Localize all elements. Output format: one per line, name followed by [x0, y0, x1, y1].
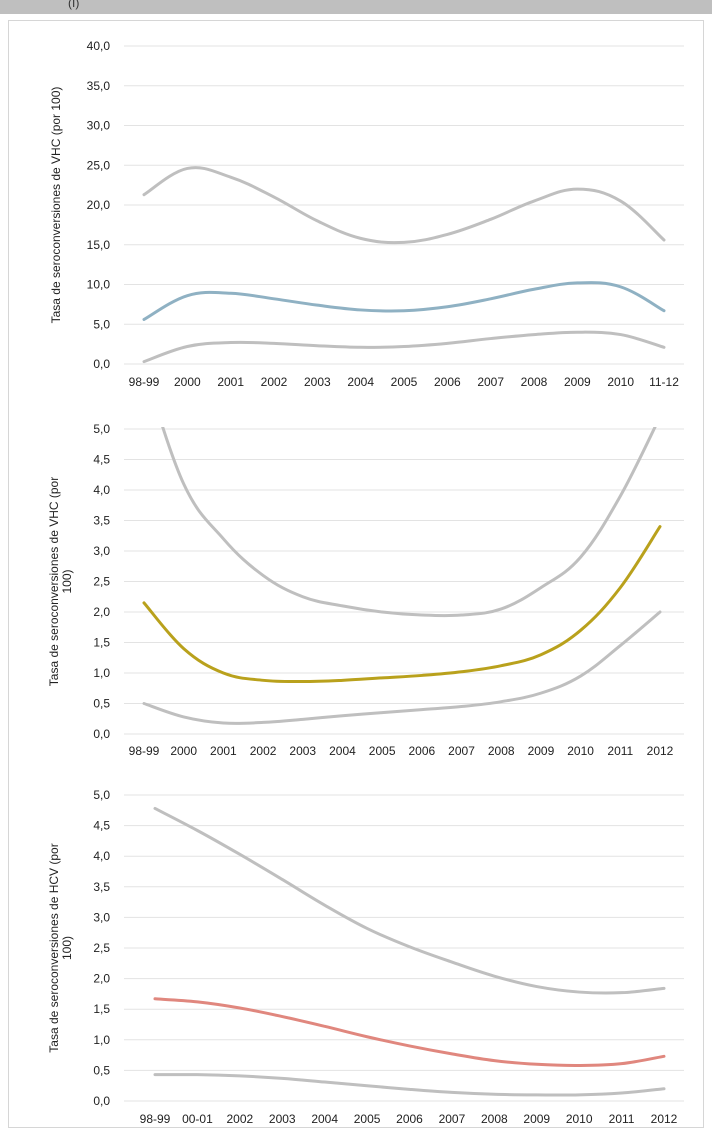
series-line-0	[161, 427, 657, 618]
x-tick-label: 2011	[609, 1112, 635, 1126]
y-tick-label: 3,0	[93, 544, 110, 558]
x-tick-label: 2002	[250, 744, 277, 758]
x-tick-label: 2011	[607, 744, 633, 758]
x-tick-label: 2009	[523, 1112, 550, 1126]
y-tick-label: 1,5	[93, 636, 110, 650]
figure-label: (I)	[68, 0, 80, 10]
chart-middle: 5,0 4,5 4,0 3,5 3,0 2,5 2,0 1,5 1,0 0,5 0,0 98-99 20…	[47, 422, 684, 758]
series-line-2	[142, 610, 662, 725]
series-line-1	[142, 281, 666, 321]
x-tick-label: 98-99	[129, 744, 160, 758]
x-tick-label: 2012	[651, 1112, 678, 1126]
top-bar: (I)	[0, 0, 712, 14]
y-tick-label: 3,5	[93, 880, 110, 894]
x-tick-label: 2010	[566, 1112, 593, 1126]
x-tick-label: 2002	[261, 375, 288, 389]
y-tick-label: 35,0	[87, 79, 111, 93]
x-tick-label: 2012	[647, 744, 674, 758]
series-line-2	[153, 1073, 666, 1097]
x-tick-label: 98-99	[140, 1112, 171, 1126]
y-tick-label: 2,5	[93, 575, 110, 589]
y-tick-label: 1,0	[93, 1033, 110, 1047]
series-line-2	[142, 330, 666, 364]
y-tick-label: 0,5	[93, 697, 110, 711]
x-tick-label: 2000	[170, 744, 197, 758]
y-tick-label: 5,0	[93, 788, 110, 802]
y-tick-label: 4,5	[93, 819, 110, 833]
x-tick-label: 2010	[567, 744, 594, 758]
x-tick-label: 2003	[304, 375, 331, 389]
x-tick-label: 2002	[226, 1112, 253, 1126]
x-tick-label: 2006	[434, 375, 461, 389]
y-tick-label: 15,0	[87, 238, 111, 252]
x-tick-label: 2004	[311, 1112, 338, 1126]
y-tick-label: 2,0	[93, 605, 110, 619]
series-line-0	[153, 806, 666, 995]
y-tick-label: 40,0	[87, 39, 111, 53]
y-tick-label: 5,0	[93, 317, 110, 331]
y-axis-label: Tasa de seroconversiones de VHC (por 100…	[49, 87, 63, 324]
x-tick-label: 11-12	[649, 375, 679, 389]
y-tick-label: 4,5	[93, 453, 110, 467]
y-tick-label: 4,0	[93, 483, 110, 497]
x-tick-label: 00-01	[182, 1112, 213, 1126]
x-tick-label: 2004	[329, 744, 356, 758]
y-tick-label: 0,0	[93, 727, 110, 741]
y-tick-label: 2,0	[93, 972, 110, 986]
series-line-1	[142, 525, 662, 684]
x-tick-label: 2003	[269, 1112, 296, 1126]
x-tick-label: 2003	[289, 744, 316, 758]
x-tick-label: 2007	[448, 744, 475, 758]
y-tick-label: 0,5	[93, 1063, 110, 1077]
series-line-1	[153, 997, 666, 1068]
x-tick-label: 2008	[521, 375, 548, 389]
x-tick-label: 2008	[488, 744, 515, 758]
y-tick-label: 0,0	[93, 1094, 110, 1108]
x-tick-label: 2007	[477, 375, 504, 389]
y-tick-label: 3,0	[93, 910, 110, 924]
x-tick-label: 2001	[217, 375, 244, 389]
x-tick-label: 2001	[210, 744, 237, 758]
x-tick-label: 2008	[481, 1112, 508, 1126]
x-tick-label: 2006	[396, 1112, 423, 1126]
y-tick-label: 20,0	[87, 198, 111, 212]
y-tick-label: 25,0	[87, 158, 111, 172]
x-tick-label: 2009	[564, 375, 591, 389]
y-tick-label: 3,5	[93, 514, 110, 528]
x-tick-label: 2005	[354, 1112, 381, 1126]
figure-frame	[8, 20, 704, 1128]
y-tick-label: 0,0	[93, 357, 110, 371]
y-tick-label: 30,0	[87, 119, 111, 133]
y-axis-label: Tasa de seroconversiones de HCV (por100)	[47, 843, 74, 1052]
x-tick-label: 2010	[607, 375, 634, 389]
x-tick-label: 2006	[408, 744, 435, 758]
y-tick-label: 2,5	[93, 941, 110, 955]
x-tick-label: 2005	[369, 744, 396, 758]
y-tick-label: 1,0	[93, 666, 110, 680]
x-tick-label: 2005	[391, 375, 418, 389]
x-tick-label: 98-99	[129, 375, 160, 389]
x-tick-label: 2004	[347, 375, 374, 389]
x-tick-label: 2000	[174, 375, 201, 389]
y-tick-label: 5,0	[93, 422, 110, 436]
x-tick-label: 2009	[528, 744, 555, 758]
chart-bottom: 5,0 4,5 4,0 3,5 3,0 2,5 2,0 1,5 1,0 0,5 0,0 98-99 00…	[47, 788, 684, 1126]
chart-top: 40,0 35,0 30,0 25,0 20,0 15,0 10,0 5,0 0,0 98-99 2…	[49, 39, 684, 389]
y-tick-label: 10,0	[87, 278, 111, 292]
x-tick-label: 2007	[439, 1112, 466, 1126]
y-tick-label: 1,5	[93, 1002, 110, 1016]
y-tick-label: 4,0	[93, 849, 110, 863]
y-axis-label: Tasa de seroconversiones de VHC (por100)	[47, 477, 74, 686]
series-line-0	[142, 166, 666, 245]
